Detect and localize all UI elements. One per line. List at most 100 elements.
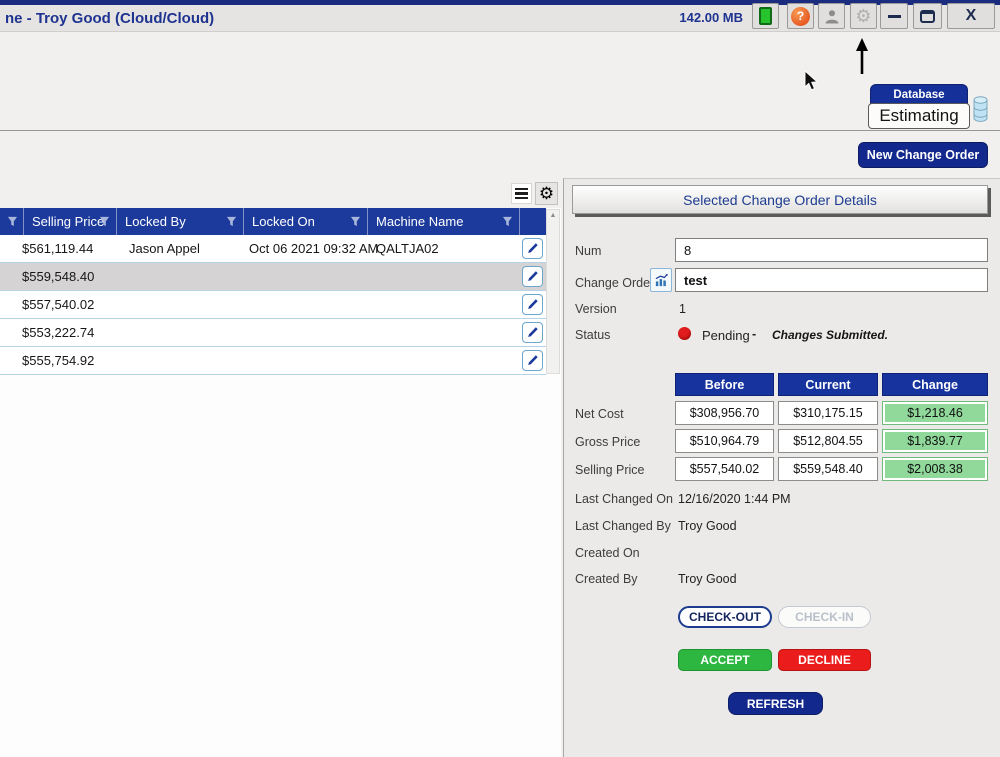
edit-row-button[interactable] <box>522 294 543 315</box>
grid-gear-icon: ⚙ <box>538 184 555 203</box>
selling-price-change: $2,008.38 <box>882 457 988 481</box>
selling-price-before: $557,540.02 <box>675 457 774 481</box>
net-cost-current: $310,175.15 <box>778 401 878 425</box>
grid-header-edit-col <box>520 208 546 235</box>
maximize-button[interactable] <box>913 3 942 29</box>
table-row[interactable]: $557,540.02 <box>0 291 546 319</box>
grid-settings-button[interactable]: ⚙ <box>535 182 558 205</box>
gross-price-label: Gross Price <box>575 435 641 449</box>
section-divider <box>0 130 1000 131</box>
title-bar: ne - Troy Good (Cloud/Cloud) 142.00 MB ?… <box>0 0 1000 32</box>
edit-pencil-icon <box>528 271 538 282</box>
created-by-label: Created By <box>575 572 638 586</box>
net-cost-before: $308,956.70 <box>675 401 774 425</box>
chart-button[interactable] <box>650 268 672 292</box>
gear-icon: ⚙ <box>855 6 872 26</box>
mouse-cursor <box>804 71 819 91</box>
grid-header-locked-by[interactable]: Locked By <box>117 208 244 235</box>
table-row[interactable]: $555,754.92 <box>0 347 546 375</box>
user-button[interactable] <box>818 3 845 29</box>
refresh-button[interactable]: REFRESH <box>728 692 823 715</box>
edit-pencil-icon <box>528 355 538 366</box>
net-cost-label: Net Cost <box>575 407 624 421</box>
gross-price-current: $512,804.55 <box>778 429 878 453</box>
comparison-header-before: Before <box>675 373 774 396</box>
selling-price-label: Selling Price <box>575 463 645 477</box>
window-title: ne - Troy Good (Cloud/Cloud) <box>5 10 215 27</box>
user-icon <box>825 9 838 23</box>
accept-button[interactable]: ACCEPT <box>678 649 772 671</box>
minimize-button[interactable] <box>880 3 908 29</box>
connection-status-icon <box>759 7 772 25</box>
num-input[interactable] <box>675 238 988 262</box>
panel-title: Selected Change Order Details <box>572 185 988 214</box>
comparison-header-change: Change <box>882 373 988 396</box>
filter-icon[interactable] <box>502 216 513 227</box>
close-icon: X <box>965 7 977 24</box>
last-changed-by-label: Last Changed By <box>575 519 671 533</box>
maximize-icon <box>920 9 935 23</box>
gross-price-before: $510,964.79 <box>675 429 774 453</box>
filter-icon[interactable] <box>226 216 237 227</box>
chart-icon <box>655 273 668 286</box>
filter-icon <box>7 216 18 227</box>
table-row[interactable]: $553,222.74 <box>0 319 546 347</box>
help-button[interactable]: ? <box>787 3 814 29</box>
annotation-arrow-icon <box>856 38 868 74</box>
change-order-input[interactable] <box>675 268 988 292</box>
status-dot-icon <box>678 327 691 340</box>
created-on-label: Created On <box>575 546 640 560</box>
status-value: Pending <box>702 328 750 343</box>
check-out-button[interactable]: CHECK-OUT <box>678 606 772 628</box>
comparison-header-current: Current <box>778 373 878 396</box>
edit-pencil-icon <box>528 243 538 254</box>
edit-row-button[interactable] <box>522 238 543 259</box>
selling-price-current: $559,548.40 <box>778 457 878 481</box>
edit-row-button[interactable] <box>522 322 543 343</box>
status-dash: - <box>752 327 757 341</box>
last-changed-on-value: 12/16/2020 1:44 PM <box>678 492 791 506</box>
last-changed-on-label: Last Changed On <box>575 492 673 506</box>
minimize-icon <box>887 14 901 18</box>
last-changed-by-value: Troy Good <box>678 519 737 533</box>
connection-status-button[interactable] <box>752 3 779 29</box>
version-label: Version <box>575 302 617 316</box>
grid-header-selling-price[interactable]: Selling Price <box>24 208 117 235</box>
edit-pencil-icon <box>528 327 538 338</box>
change-orders-grid: Selling Price Locked By Locked On Machin… <box>0 208 561 757</box>
grid-menu-button[interactable] <box>511 183 532 204</box>
new-change-order-button[interactable]: New Change Order <box>858 142 988 168</box>
database-label: Database <box>870 84 968 104</box>
grid-header-row: Selling Price Locked By Locked On Machin… <box>0 208 546 235</box>
database-select[interactable]: Estimating <box>868 103 970 129</box>
settings-button[interactable]: ⚙ <box>850 3 877 29</box>
table-row[interactable]: $561,119.44 Jason Appel Oct 06 2021 09:3… <box>0 235 546 263</box>
created-by-value: Troy Good <box>678 572 737 586</box>
grid-header-filter-col[interactable] <box>0 208 24 235</box>
grid-header-machine-name[interactable]: Machine Name <box>368 208 520 235</box>
status-note: Changes Submitted. <box>772 328 889 342</box>
grid-header-locked-on[interactable]: Locked On <box>244 208 368 235</box>
filter-icon[interactable] <box>99 216 110 227</box>
num-label: Num <box>575 244 602 258</box>
edit-row-button[interactable] <box>522 266 543 287</box>
grid-scrollbar[interactable]: ▲ <box>546 209 560 374</box>
net-cost-change: $1,218.46 <box>882 401 988 425</box>
table-row-selected[interactable]: $559,548.40 <box>0 263 546 291</box>
check-in-button[interactable]: CHECK-IN <box>778 606 871 628</box>
decline-button[interactable]: DECLINE <box>778 649 871 671</box>
edit-pencil-icon <box>528 299 538 310</box>
titlebar-accent <box>0 0 1000 5</box>
database-icon <box>973 96 988 122</box>
gross-price-change: $1,839.77 <box>882 429 988 453</box>
memory-usage: 142.00 MB <box>679 10 743 25</box>
hamburger-icon <box>515 187 528 191</box>
help-icon: ? <box>791 6 810 26</box>
filter-icon[interactable] <box>350 216 361 227</box>
close-button[interactable]: X <box>947 3 995 29</box>
status-label: Status <box>575 328 611 342</box>
edit-row-button[interactable] <box>522 350 543 371</box>
change-order-label: Change Order <box>575 276 655 290</box>
version-value: 1 <box>679 302 686 316</box>
